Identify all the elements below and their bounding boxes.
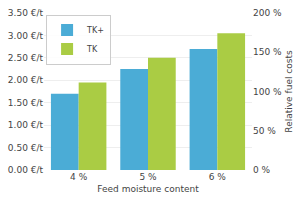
svg-text:Feed moisture content: Feed moisture content	[97, 184, 199, 194]
svg-text:1.00 €/t: 1.00 €/t	[8, 120, 44, 130]
svg-text:5 %: 5 %	[139, 172, 157, 182]
svg-text:0.00 €/t: 0.00 €/t	[8, 165, 44, 175]
svg-text:3.50 €/t: 3.50 €/t	[8, 8, 44, 18]
svg-text:TK+: TK+	[86, 26, 104, 35]
svg-text:0.50 €/t: 0.50 €/t	[8, 143, 44, 153]
svg-text:Relative fuel costs: Relative fuel costs	[284, 50, 294, 133]
svg-text:TK: TK	[86, 45, 98, 54]
svg-text:50 %: 50 %	[253, 126, 276, 136]
svg-text:3.00 €/t: 3.00 €/t	[8, 31, 44, 41]
svg-text:2.00 €/t: 2.00 €/t	[8, 75, 44, 85]
svg-text:100 %: 100 %	[253, 87, 282, 97]
svg-text:1.50 €/t: 1.50 €/t	[8, 98, 44, 108]
svg-text:2.50 €/t: 2.50 €/t	[8, 53, 44, 63]
svg-text:6 %: 6 %	[209, 172, 227, 182]
svg-text:150 %: 150 %	[253, 47, 282, 57]
svg-text:0 %: 0 %	[253, 165, 271, 175]
svg-text:200 %: 200 %	[253, 8, 282, 18]
svg-text:4 %: 4 %	[70, 172, 88, 182]
